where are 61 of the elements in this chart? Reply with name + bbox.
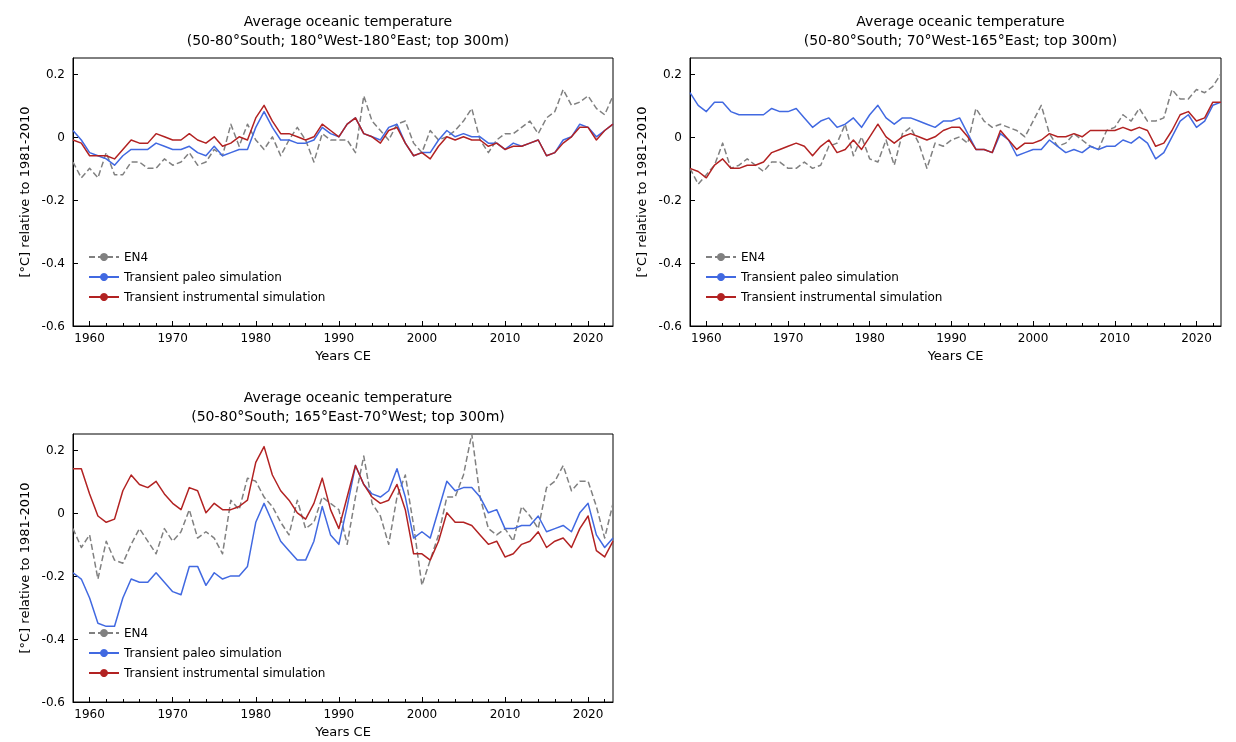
legend-label: Transient instrumental simulation [740,290,943,304]
y-tick-label: -0.4 [41,631,65,646]
x-tick-label: 2010 [1099,331,1131,345]
line-series [689,101,1222,179]
x-tick-label: 2020 [1181,331,1212,345]
y-tick-label: -0.4 [658,255,682,270]
y-tick-label: -0.2 [658,192,682,207]
y-axis-title: [°C] relative to 1981-2010 [16,482,32,654]
legend-label: Transient instrumental simulation [123,290,326,304]
x-tick-label: 1980 [240,331,272,345]
legend-label: EN4 [741,250,766,264]
x-tick-label: 2000 [1017,331,1049,345]
x-tick-label: 2000 [406,707,438,721]
y-axis-title: [°C] relative to 1981-2010 [16,106,32,278]
x-tick-label: 1960 [74,331,105,345]
x-axis-title: Years CE [314,723,371,739]
x-tick-label: 1970 [157,331,188,345]
y-axis-title: [°C] relative to 1981-2010 [633,106,649,278]
x-tick-label: 1960 [74,707,105,721]
legend-label: Transient paleo simulation [740,270,899,284]
x-tick-label: 1970 [157,707,188,721]
y-tick-label: -0.2 [41,568,65,583]
line-series [72,445,614,561]
y-tick-label: -0.2 [41,192,65,207]
x-tick-label: 1990 [323,331,355,345]
line-series [72,88,614,179]
y-tick-label: 0 [57,505,65,520]
y-tick-label: -0.4 [41,255,65,270]
legend-label: Transient paleo simulation [123,646,282,660]
legend-label: EN4 [124,250,149,264]
x-tick-label: 2000 [406,331,438,345]
x-tick-label: 1980 [854,331,885,345]
x-tick-label: 1960 [691,331,722,345]
y-tick-label: 0.2 [662,66,682,81]
line-series [72,104,614,160]
x-tick-label: 1990 [323,707,355,721]
y-tick-label: 0.2 [45,66,65,81]
line-series [689,91,1222,160]
legend-label: EN4 [124,626,149,640]
y-tick-label: -0.6 [658,319,682,333]
x-axis-title: Years CE [926,347,984,363]
x-axis-title: Years CE [314,347,371,363]
x-tick-label: 2010 [489,331,521,345]
x-tick-label: 1980 [240,707,272,721]
chart-title: Average oceanic temperature (50-80°South; 180°West-180°East; top 300m) [186,12,510,48]
x-tick-label: 1970 [772,331,804,345]
chart-title: Average oceanic temperature (50-80°South; 165°East-70°West; top 300m) [191,388,505,424]
y-tick-label: 0.2 [45,442,65,457]
x-tick-label: 2020 [572,331,604,345]
y-tick-label: 0 [674,129,682,144]
y-tick-label: -0.6 [41,695,65,709]
line-series [72,433,614,587]
y-tick-label: 0 [57,129,65,144]
legend-label: Transient paleo simulation [123,270,282,284]
x-tick-label: 2010 [489,707,521,721]
legend-label: Transient instrumental simulation [123,666,326,680]
line-series [689,73,1222,185]
x-tick-label: 1990 [936,331,967,345]
y-tick-label: -0.6 [41,319,65,333]
x-tick-label: 2020 [572,707,604,721]
chart-title: Average oceanic temperature (50-80°South; 70°West-165°East; top 300m) [803,12,1118,48]
